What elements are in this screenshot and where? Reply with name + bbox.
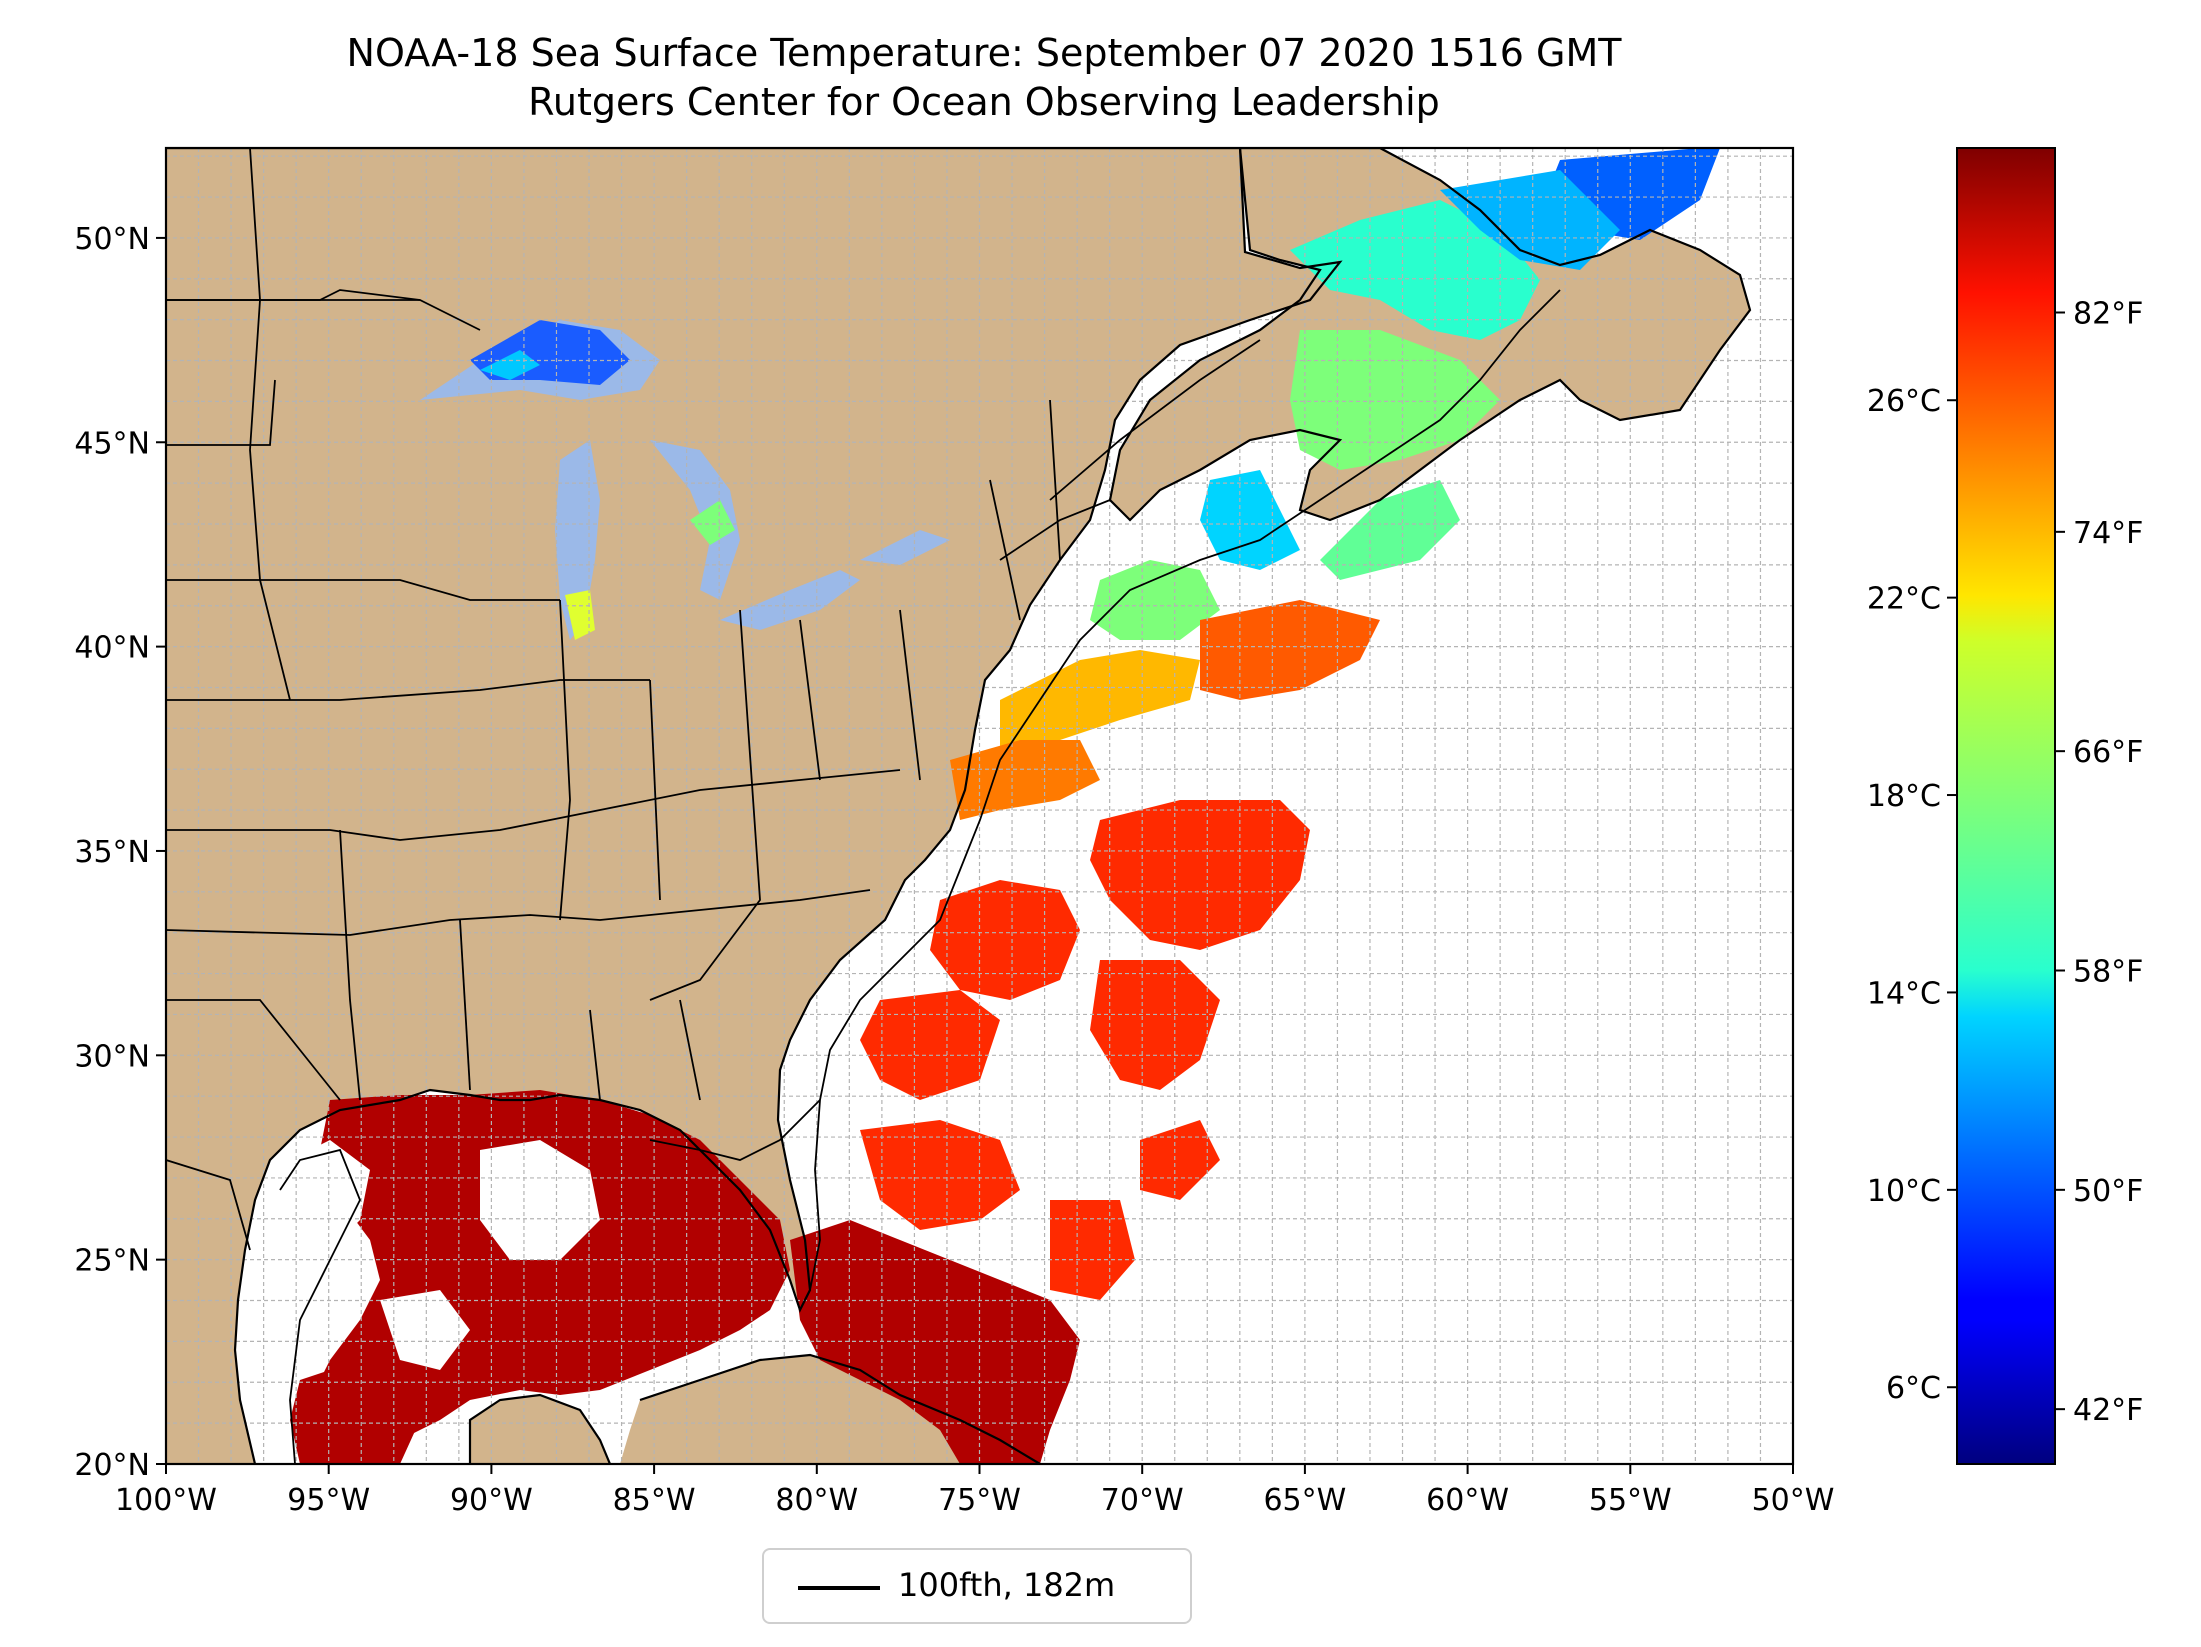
fahrenheit-tick-label: 74°F [2073,516,2143,551]
lon-tick-label: 50°W [1752,1483,1835,1518]
sst-great-lakes [470,320,735,640]
celsius-tick-label: 10°C [1867,1174,1941,1209]
colorbar-celsius-axis: 6°C 10°C 14°C 18°C 22°C 26°C [1867,384,1957,1406]
graticule [166,148,1793,1464]
lon-tick-label: 90°W [450,1483,533,1518]
map-subtitle: Rutgers Center for Ocean Observing Leade… [528,80,1440,124]
lon-tick-label: 95°W [287,1483,370,1518]
lat-tick-label: 30°N [74,1039,150,1074]
lat-tick-label: 25°N [74,1244,150,1279]
lat-tick-label: 40°N [74,631,150,666]
celsius-tick-label: 18°C [1867,779,1941,814]
land-yucatan [470,1395,610,1464]
state-borders [166,148,1261,1251]
fahrenheit-tick-label: 50°F [2073,1174,2143,1209]
celsius-tick-label: 26°C [1867,384,1941,419]
fahrenheit-tick-label: 82°F [2073,297,2143,332]
legend: 100fth, 182m [762,1548,1192,1624]
colorbar-fahrenheit-axis: 42°F 50°F 58°F 66°F 74°F 82°F [2055,297,2143,1428]
lat-tick-label: 20°N [74,1448,150,1483]
celsius-tick-label: 22°C [1867,582,1941,617]
isobath-100fth [279,289,1561,1464]
map-title: NOAA-18 Sea Surface Temperature: Septemb… [346,31,1622,75]
lon-tick-label: 55°W [1589,1483,1672,1518]
land-canada-east [1110,148,1750,520]
celsius-tick-label: 14°C [1867,976,1941,1011]
lon-tick-label: 80°W [775,1483,858,1518]
colorbar [1956,147,2056,1465]
coastlines [166,148,1752,1464]
legend-isobath-line [798,1586,880,1590]
fahrenheit-tick-label: 42°F [2073,1393,2143,1428]
celsius-tick-label: 6°C [1886,1371,1941,1406]
legend-label: 100fth, 182m [898,1566,1116,1604]
fahrenheit-tick-label: 58°F [2073,955,2143,990]
lon-tick-label: 60°W [1426,1483,1509,1518]
lat-tick-label: 45°N [74,426,150,461]
latitude-axis: 20°N 25°N 30°N 35°N 40°N 45°N 50°N [74,222,166,1483]
lon-tick-label: 65°W [1263,1483,1346,1518]
lon-tick-label: 100°W [115,1483,217,1518]
lat-tick-label: 35°N [74,835,150,870]
longitude-axis: 100°W 95°W 90°W 85°W 80°W 75°W 70°W 65°W 60°W 55°… [115,1464,1834,1518]
fahrenheit-tick-label: 66°F [2073,735,2143,770]
land-cuba [620,1355,1040,1464]
lon-tick-label: 70°W [1101,1483,1184,1518]
lat-tick-label: 50°N [74,222,150,257]
lon-tick-label: 85°W [613,1483,696,1518]
sst-gulf-clouds [250,1140,600,1370]
sst-atlantic [860,800,1310,1300]
lon-tick-label: 75°W [938,1483,1021,1518]
